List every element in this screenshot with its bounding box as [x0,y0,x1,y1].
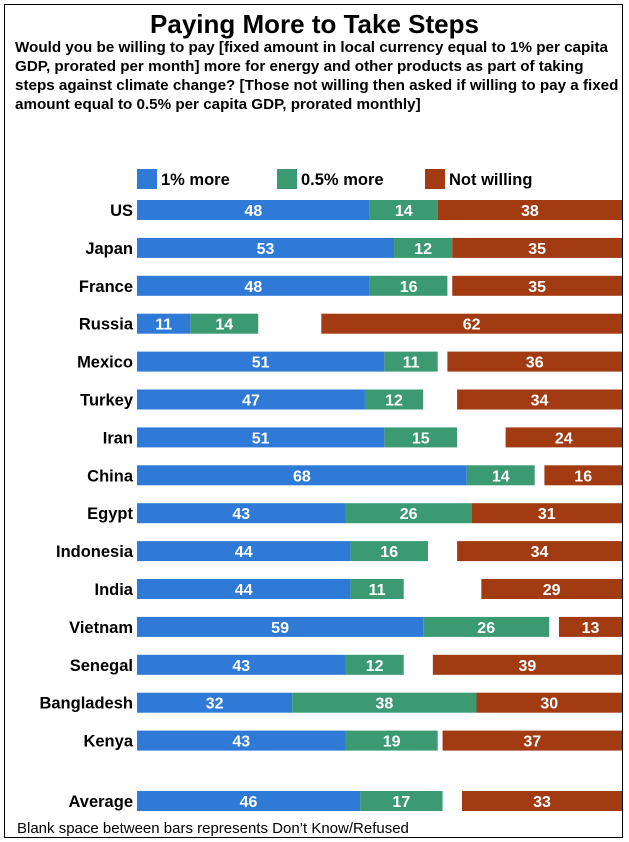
legend-swatch-1-more [137,169,157,189]
value-label-france-1-more: 48 [245,279,263,296]
value-label-china-1-more: 68 [293,468,311,485]
value-label-russia-0-5-more: 14 [215,317,233,334]
value-label-japan-not-willing: 35 [528,241,546,258]
value-label-egypt-0-5-more: 26 [400,506,418,523]
value-label-indonesia-1-more: 44 [235,544,253,561]
value-label-turkey-not-willing: 34 [531,393,549,410]
value-label-senegal-1-more: 43 [232,658,250,675]
value-label-india-not-willing: 29 [543,582,561,599]
value-label-us-0-5-more: 14 [395,203,413,220]
category-label-egypt: Egypt [87,505,133,523]
value-label-turkey-1-more: 47 [242,393,260,410]
category-label-mexico: Mexico [77,354,133,372]
value-label-vietnam-not-willing: 13 [582,620,600,637]
value-label-iran-1-more: 51 [252,430,270,447]
value-label-mexico-not-willing: 36 [526,355,544,372]
legend-label-0-5-more: 0.5% more [301,171,384,189]
value-label-egypt-not-willing: 31 [538,506,556,523]
stacked-bar-chart: 1% more 0.5% more Not willing US 48 14 38 Japan… [5,5,624,839]
category-label-india: India [94,581,133,599]
value-label-vietnam-0-5-more: 26 [477,620,495,637]
value-label-bangladesh-0-5-more: 38 [375,696,393,713]
value-label-kenya-0-5-more: 19 [383,734,401,751]
category-label-senegal: Senegal [70,657,133,675]
value-label-mexico-1-more: 51 [252,355,270,372]
category-label-kenya: Kenya [83,733,133,751]
category-label-russia: Russia [79,316,134,334]
value-label-mexico-0-5-more: 11 [403,355,420,372]
value-label-bangladesh-not-willing: 30 [540,696,558,713]
category-label-france: France [79,278,133,296]
value-label-china-0-5-more: 14 [492,468,510,485]
value-label-average-not-willing: 33 [533,794,551,811]
value-label-senegal-0-5-more: 12 [366,658,384,675]
value-label-russia-1-more: 11 [155,317,172,334]
value-label-china-not-willing: 16 [574,468,592,485]
value-label-iran-0-5-more: 15 [412,430,430,447]
category-label-us: US [110,202,133,220]
category-label-indonesia: Indonesia [56,543,134,561]
value-label-indonesia-not-willing: 34 [531,544,549,561]
legend-swatch-0-5-more [277,169,297,189]
category-label-vietnam: Vietnam [69,619,133,637]
value-label-kenya-1-more: 43 [232,734,250,751]
category-label-iran: Iran [103,429,133,447]
legend-label-not-willing: Not willing [449,171,532,189]
value-label-turkey-0-5-more: 12 [385,393,403,410]
value-label-indonesia-0-5-more: 16 [380,544,398,561]
category-label-turkey: Turkey [80,392,134,410]
value-label-egypt-1-more: 43 [232,506,250,523]
value-label-average-0-5-more: 17 [392,794,410,811]
value-label-us-not-willing: 38 [521,203,539,220]
value-label-iran-not-willing: 24 [555,430,573,447]
value-label-japan-1-more: 53 [257,241,275,258]
value-label-senegal-not-willing: 39 [519,658,537,675]
value-label-japan-0-5-more: 12 [414,241,432,258]
value-label-bangladesh-1-more: 32 [206,696,224,713]
category-label-average: Average [68,793,133,811]
legend-swatch-not-willing [425,169,445,189]
chart-frame: Paying More to Take Steps Would you be w… [4,4,623,838]
category-label-japan: Japan [85,240,133,258]
category-label-bangladesh: Bangladesh [39,695,133,713]
legend-label-1-more: 1% more [161,171,230,189]
value-label-average-1-more: 46 [240,794,258,811]
value-label-france-not-willing: 35 [528,279,546,296]
chart-footnote: Blank space between bars represents Don’… [17,820,617,838]
value-label-vietnam-1-more: 59 [271,620,289,637]
category-label-china: China [87,467,134,485]
value-label-kenya-not-willing: 37 [523,734,541,751]
value-label-russia-not-willing: 62 [463,317,481,334]
value-label-france-0-5-more: 16 [400,279,418,296]
value-label-us-1-more: 48 [245,203,263,220]
value-label-india-1-more: 44 [235,582,253,599]
value-label-india-0-5-more: 11 [369,582,386,599]
